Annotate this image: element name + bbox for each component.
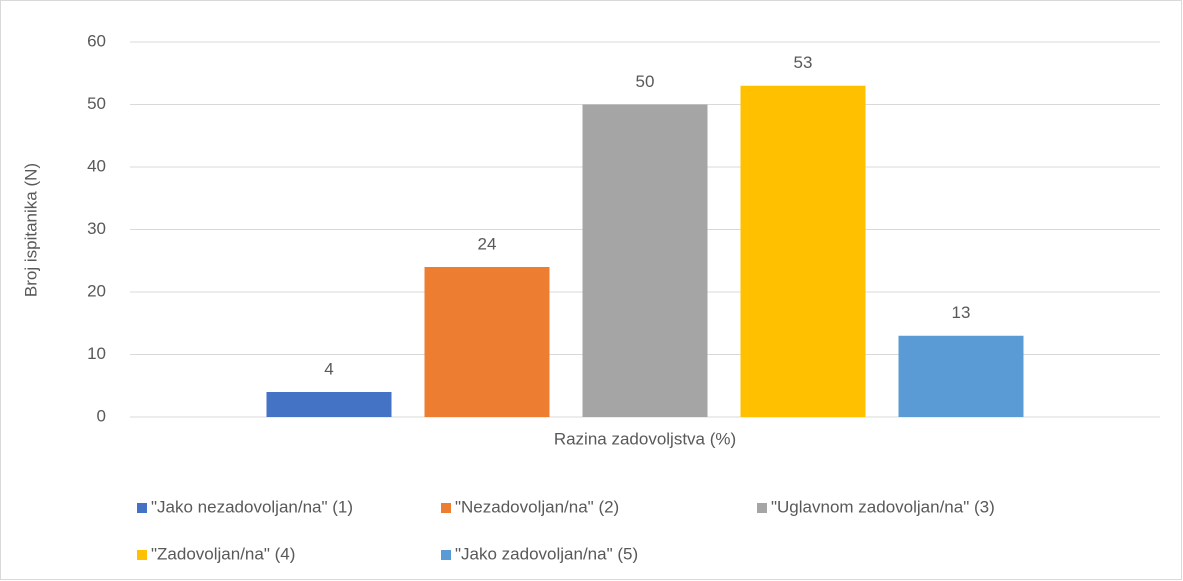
legend-label: "Jako nezadovoljan/na" (1) — [151, 497, 353, 516]
x-axis-title: Razina zadovoljstva (%) — [554, 429, 736, 448]
legend-swatch — [137, 550, 147, 560]
y-tick-label: 30 — [87, 219, 106, 238]
y-tick-label: 40 — [87, 156, 106, 175]
bar — [898, 335, 1024, 417]
data-label: 24 — [478, 234, 497, 253]
legend-swatch — [441, 503, 451, 513]
legend-swatch — [137, 503, 147, 513]
data-label: 53 — [794, 53, 813, 72]
legend-label: "Zadovoljan/na" (4) — [151, 544, 295, 563]
y-tick-label: 10 — [87, 344, 106, 363]
data-label: 50 — [636, 72, 655, 91]
y-tick-label: 0 — [97, 406, 106, 425]
y-tick-label: 20 — [87, 281, 106, 300]
y-tick-label: 50 — [87, 94, 106, 113]
bar — [266, 392, 392, 417]
y-tick-label: 60 — [87, 31, 106, 50]
bar — [424, 267, 550, 417]
y-axis-title: Broj ispitanika (N) — [21, 163, 40, 297]
legend-label: "Nezadovoljan/na" (2) — [455, 497, 619, 516]
legend-label: "Uglavnom zadovoljan/na" (3) — [771, 497, 995, 516]
bar — [740, 85, 866, 417]
legend-swatch — [441, 550, 451, 560]
bar — [582, 104, 708, 417]
data-label: 4 — [324, 359, 333, 378]
legend-label: "Jako zadovoljan/na" (5) — [455, 544, 638, 563]
data-label: 13 — [952, 303, 971, 322]
legend-swatch — [757, 503, 767, 513]
